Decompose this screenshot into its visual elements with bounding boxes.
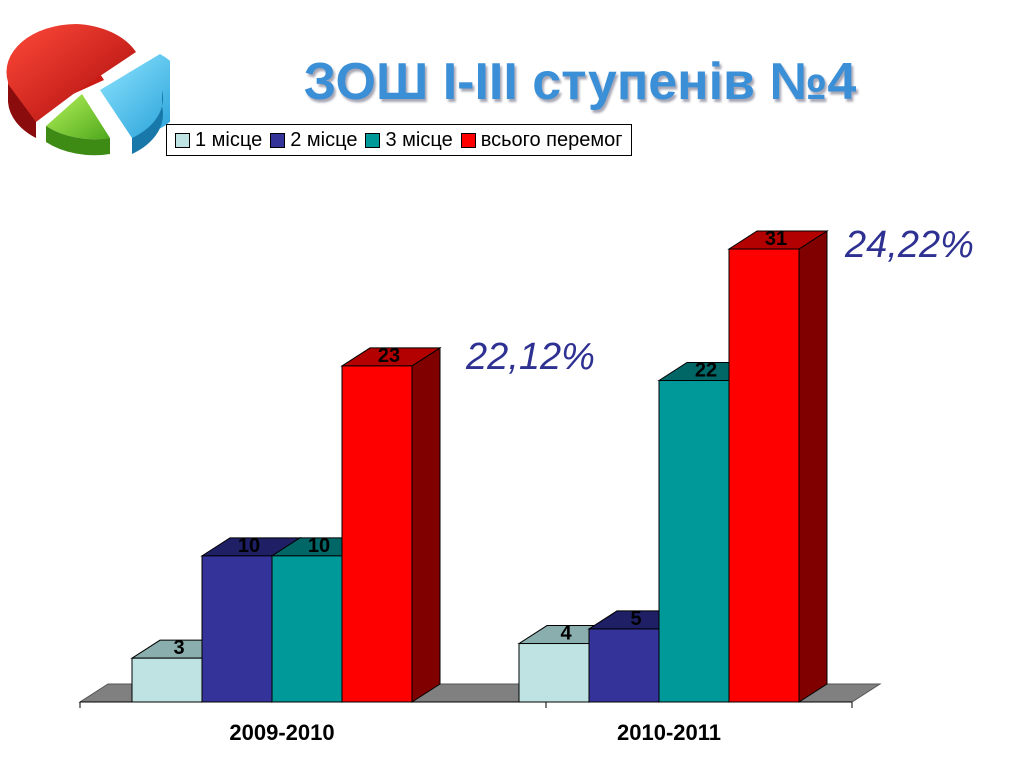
data-label: 5 (630, 608, 641, 630)
data-label: 23 (378, 345, 400, 367)
category-label: 2009-2010 (229, 720, 334, 745)
bar (201, 555, 273, 703)
category-label: 2010-2011 (617, 720, 721, 745)
legend-item: всього перемог (460, 128, 623, 152)
legend-label: 3 місце (385, 128, 453, 151)
bar (271, 555, 343, 703)
data-label: 31 (765, 228, 787, 250)
bar (131, 657, 203, 703)
legend-label: 2 місце (290, 128, 358, 151)
legend-label: 1 місце (195, 128, 263, 151)
bar (658, 380, 730, 703)
legend: 1 місце 2 місце 3 місце всього перемог (166, 124, 632, 156)
percent-annotation-2010-2011: 24,22% (845, 224, 974, 266)
data-label: 10 (238, 535, 260, 557)
bar (341, 365, 413, 703)
legend-swatch (270, 132, 286, 148)
legend-item: 2 місце (270, 129, 357, 152)
legend-swatch (460, 132, 476, 148)
legend-item: 1 місце (175, 129, 262, 152)
bar-side (411, 346, 441, 703)
bar (518, 643, 590, 703)
legend-swatch (365, 132, 381, 148)
bar (728, 248, 800, 703)
bar (588, 628, 660, 703)
data-label: 22 (695, 360, 717, 382)
bar-side (798, 230, 828, 703)
legend-item: 3 місце (365, 128, 453, 152)
chart-title: ЗОШ І-ІІІ ступенів №4 (303, 53, 857, 111)
data-label: 10 (308, 535, 330, 557)
data-label: 4 (560, 623, 572, 645)
data-label: 3 (173, 637, 184, 659)
legend-label: всього перемог (480, 128, 623, 151)
pie-chart-icon (6, 24, 170, 156)
percent-annotation-2009-2010: 22,12% (466, 336, 595, 378)
legend-swatch (175, 132, 190, 148)
